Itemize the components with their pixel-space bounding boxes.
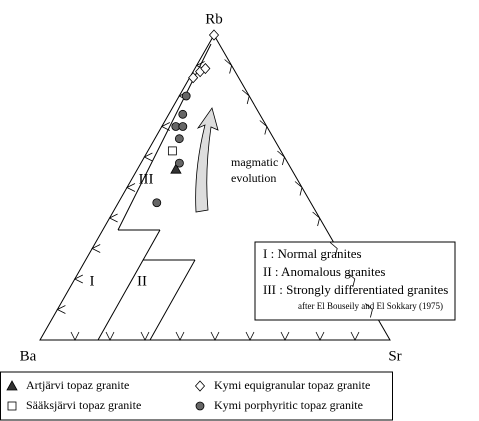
field-legend-entry: III : Strongly differentiated granites	[263, 282, 448, 297]
edge-tick	[175, 331, 185, 341]
point	[181, 91, 191, 101]
edge-tick	[312, 211, 321, 227]
point	[208, 29, 220, 41]
field-boundary	[149, 259, 196, 341]
edge-tick	[315, 331, 325, 341]
field-legend-box	[254, 241, 456, 321]
apex-label: Rb	[205, 11, 223, 27]
edge-tick	[56, 305, 66, 314]
point	[175, 158, 184, 168]
apex-label: Sr	[388, 348, 401, 364]
point	[167, 146, 177, 156]
edge-tick	[91, 244, 101, 253]
edge-tick	[365, 303, 373, 318]
edge-tick	[105, 331, 115, 341]
edge-tick	[143, 152, 153, 162]
point	[170, 163, 182, 174]
point	[188, 72, 199, 84]
annotation: evolution	[231, 171, 276, 185]
edge-tick	[140, 331, 150, 341]
edge-tick	[245, 331, 255, 341]
edge-tick	[259, 120, 268, 135]
edge-tick	[277, 150, 285, 166]
edge-tick	[347, 272, 356, 288]
field-label: II	[137, 273, 147, 289]
point	[200, 62, 211, 75]
point	[174, 134, 184, 144]
source-note: after El Bouseily and El Sokkary (1975)	[298, 301, 443, 311]
legend-marker	[6, 380, 18, 391]
field-legend-entry: I : Normal granites	[263, 246, 362, 261]
fields	[0, 33, 456, 421]
legend-marker	[194, 380, 206, 392]
edge-tick	[210, 331, 220, 341]
legend-box	[0, 371, 393, 421]
edge-tick	[280, 331, 290, 341]
field-label: I	[90, 273, 95, 289]
legend-entry: Sääksjärvi topaz granite	[26, 398, 141, 412]
field-legend-entry: II : Anomalous granites	[263, 264, 385, 279]
edge-tick	[241, 89, 250, 105]
legend-entry: Artjärvi topaz granite	[26, 378, 129, 392]
point	[178, 122, 188, 131]
legend-entry: Kymi porphyritic topaz granite	[214, 398, 363, 412]
edge-tick	[350, 331, 360, 341]
apex-label: Ba	[20, 348, 37, 364]
field-label: III	[139, 171, 154, 187]
field-boundary	[97, 229, 161, 341]
annotation: magmatic	[231, 155, 278, 169]
edge-tick	[329, 242, 338, 257]
edge-tick	[70, 331, 80, 341]
evolution-arrow	[195, 107, 219, 213]
edge-tick	[224, 59, 233, 74]
legend-marker	[7, 401, 17, 411]
edge-tick	[73, 274, 83, 284]
point	[178, 109, 188, 119]
legend-entry: Kymi equigranular topaz granite	[214, 378, 370, 392]
point	[152, 198, 162, 208]
edge-tick	[108, 213, 118, 223]
edge-tick	[294, 181, 303, 196]
edge-tick	[126, 183, 136, 192]
legend-marker	[195, 401, 205, 411]
edge-tick	[160, 122, 170, 131]
